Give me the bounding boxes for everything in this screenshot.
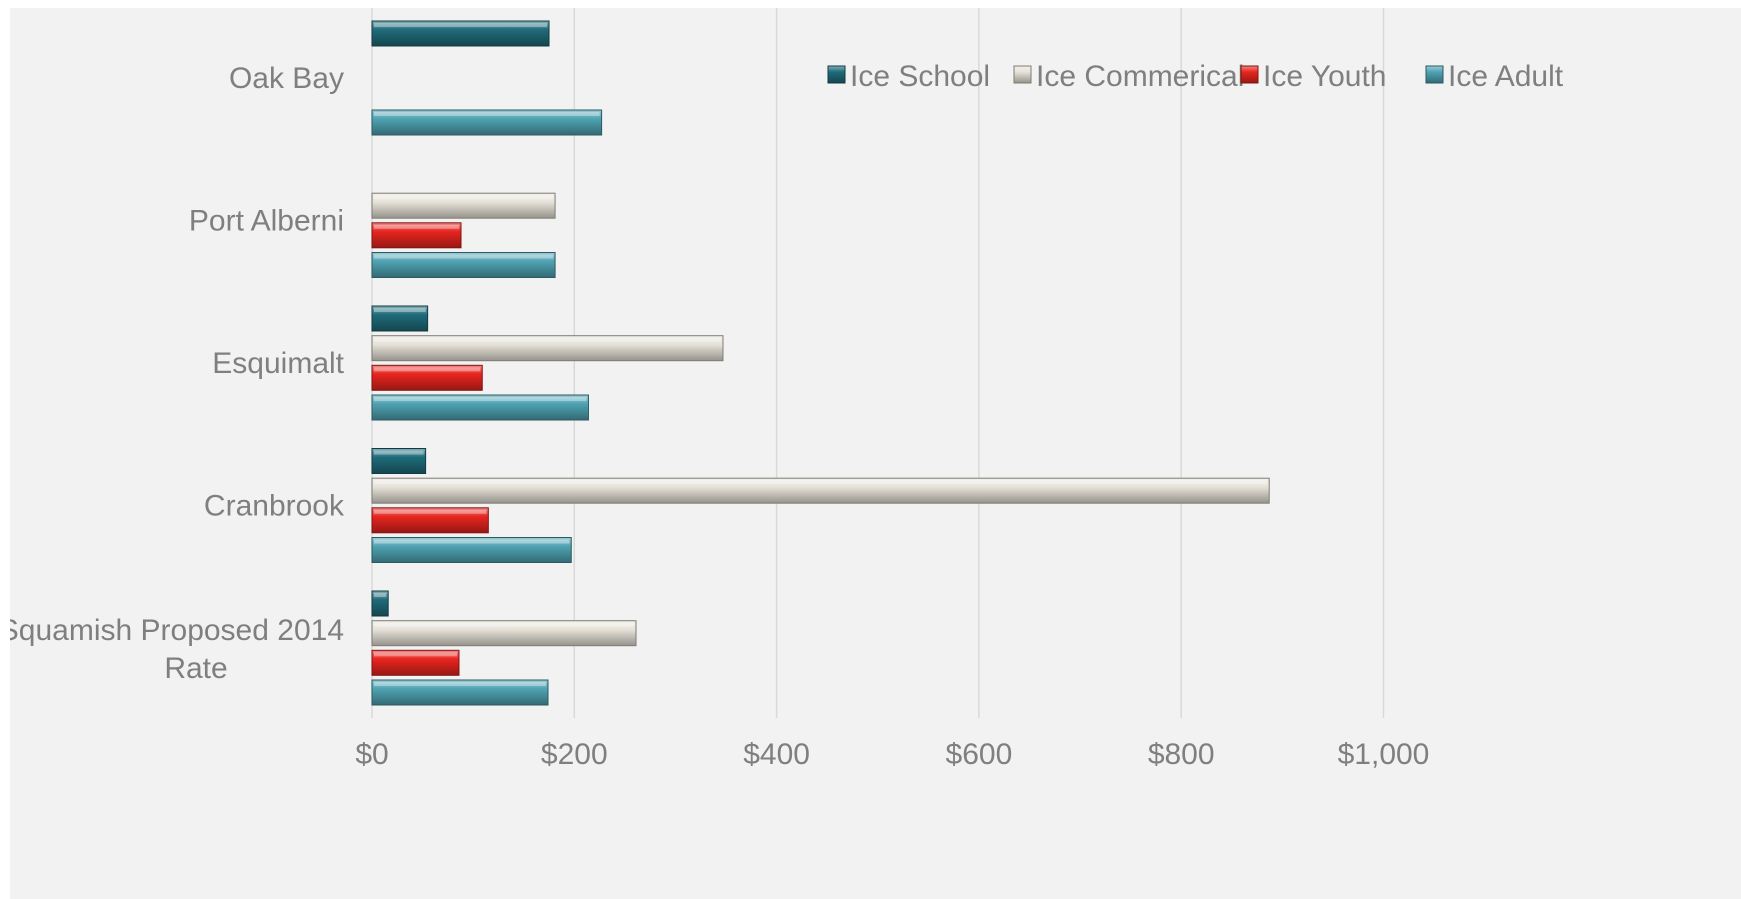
bar-ice-adult	[371, 679, 549, 706]
bar-highlight	[374, 337, 721, 342]
category-label-line2: Rate	[164, 652, 227, 685]
bar-highlight	[374, 23, 548, 27]
legend-label: Ice Youth	[1263, 60, 1386, 93]
legend-label: Ice Adult	[1448, 60, 1564, 93]
x-tick-label: $1,000	[1338, 738, 1430, 771]
bar-highlight	[374, 480, 1268, 485]
bar-ice-school	[371, 305, 429, 332]
bar-ice-commerical	[371, 620, 637, 647]
legend-swatch-ice-adult	[1425, 65, 1444, 84]
category-label: Oak Bay	[229, 62, 344, 95]
x-tick-label: $800	[1148, 738, 1215, 771]
bar-ice-youth	[371, 222, 462, 249]
bar-ice-commerical	[371, 192, 556, 219]
bar-ice-adult	[371, 537, 572, 563]
bar-highlight	[374, 224, 460, 229]
bar-highlight	[374, 195, 554, 200]
bar-chart: $0 $200 $400 $600 $800 $1,000 Oak Bay Port Albe…	[10, 8, 1564, 771]
bar-ice-school	[371, 20, 550, 47]
bar-highlight	[374, 509, 487, 514]
bar-highlight	[374, 593, 387, 597]
legend-swatch-ice-youth	[1240, 65, 1259, 84]
bar-highlight	[374, 652, 457, 657]
bar-highlight	[374, 112, 600, 116]
bar-ice-commerical	[371, 335, 724, 362]
bar-ice-youth	[371, 507, 489, 534]
bar-highlight	[374, 450, 424, 455]
bar-ice-adult	[371, 394, 589, 421]
category-label: Cranbrook	[204, 490, 345, 523]
legend-swatch-ice-school	[827, 65, 846, 84]
x-tick-label: $0	[355, 738, 388, 771]
category-label: Squamish Proposed 2014	[10, 614, 344, 647]
chart-area: $0 $200 $400 $600 $800 $1,000 Oak Bay Port Albe…	[10, 8, 1741, 899]
bar-highlight	[374, 308, 426, 312]
bar-ice-adult	[371, 252, 556, 278]
bar-highlight	[374, 539, 570, 544]
bar-ice-youth	[371, 364, 483, 391]
x-tick-label: $600	[946, 738, 1013, 771]
bar-highlight	[374, 397, 587, 401]
category-label: Esquimalt	[212, 347, 344, 380]
bar-ice-school	[371, 448, 427, 474]
x-tick-label: $400	[743, 738, 810, 771]
bar-ice-commerical	[371, 477, 1270, 504]
bar-ice-adult	[371, 109, 603, 136]
bar-highlight	[374, 622, 635, 627]
bar-ice-school	[371, 590, 389, 617]
bar-highlight	[374, 682, 547, 686]
bar-highlight	[374, 367, 481, 372]
legend-label: Ice Commerical	[1036, 60, 1244, 93]
bar-highlight	[374, 254, 554, 259]
legend-swatch-ice-commerical	[1013, 65, 1032, 84]
category-label: Port Alberni	[189, 205, 344, 238]
bar-ice-youth	[371, 649, 460, 676]
x-tick-label: $200	[541, 738, 608, 771]
legend-label: Ice School	[850, 60, 990, 93]
